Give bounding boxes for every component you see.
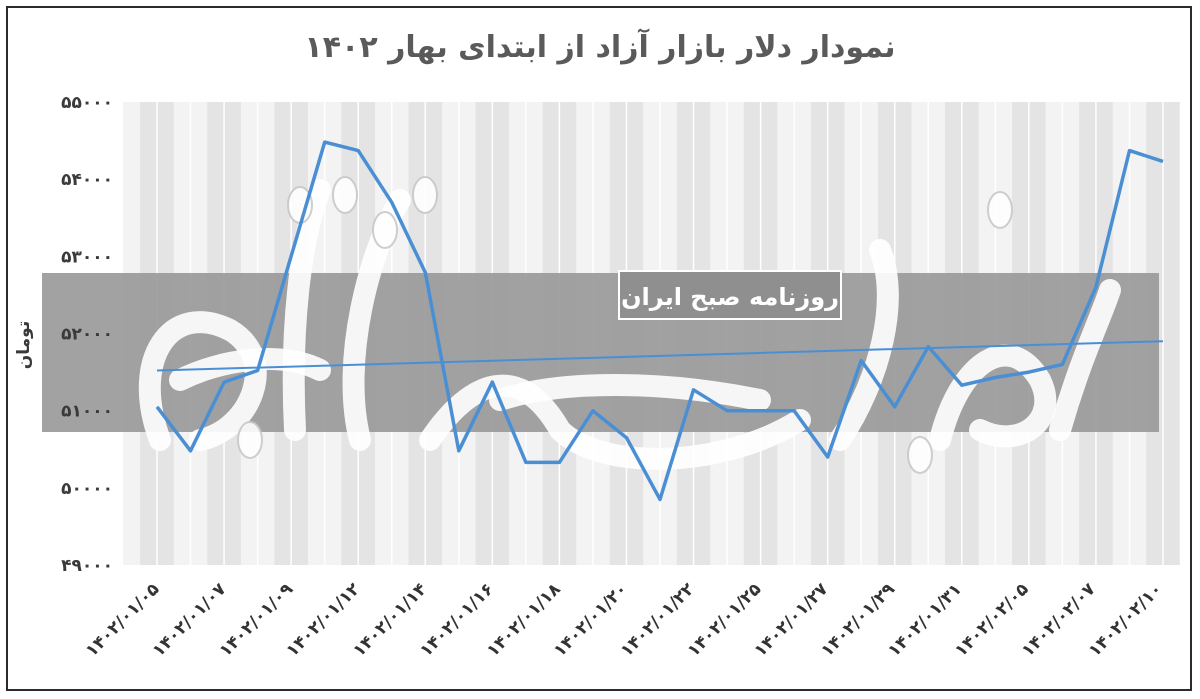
logo-stroke bbox=[138, 311, 267, 451]
logo-dot bbox=[987, 191, 1013, 229]
y-tick-label: ۴۹۰۰۰ bbox=[61, 556, 113, 576]
logo-dot bbox=[332, 176, 358, 214]
trend-line bbox=[156, 340, 1164, 372]
watermark-tagline: روزنامه صبح ایران bbox=[618, 270, 842, 320]
y-axis-label: تومان bbox=[14, 320, 34, 370]
logo-stroke bbox=[829, 239, 899, 451]
logo-stroke bbox=[489, 374, 771, 411]
logo-dot bbox=[907, 436, 933, 474]
watermark-logo bbox=[138, 176, 1121, 474]
y-tick-label: ۵۵۰۰۰ bbox=[61, 93, 113, 113]
logo-dot bbox=[412, 176, 438, 214]
y-tick-label: ۵۱۰۰۰ bbox=[61, 402, 113, 422]
chart-title: نمودار دلار بازار آزاد از ابتدای بهار ۱۴… bbox=[304, 30, 896, 65]
y-tick-label: ۵۳۰۰۰ bbox=[61, 247, 113, 267]
logo-stroke bbox=[419, 374, 811, 470]
y-axis-ticks: ۴۹۰۰۰ ۵۰۰۰۰ ۵۱۰۰۰ ۵۲۰۰۰ ۵۳۰۰۰ ۵۴۰۰۰ ۵۵۰۰۰ bbox=[61, 93, 113, 576]
y-tick-label: ۵۴۰۰۰ bbox=[61, 170, 113, 190]
logo-dot bbox=[237, 421, 263, 459]
x-axis-ticks: ۱۴۰۲/۰۱/۰۵۱۴۰۲/۰۱/۰۷۱۴۰۲/۰۱/۰۹۱۴۰۲/۰۱/۱۲… bbox=[82, 579, 1167, 661]
series-layer bbox=[155, 140, 1164, 502]
logo-dot bbox=[372, 211, 398, 249]
logo-stroke bbox=[169, 348, 331, 391]
y-tick-label: ۵۰۰۰۰ bbox=[61, 479, 113, 499]
logo-stroke bbox=[282, 179, 331, 441]
logo-stroke bbox=[1049, 279, 1121, 441]
y-tick-label: ۵۲۰۰۰ bbox=[61, 325, 113, 345]
